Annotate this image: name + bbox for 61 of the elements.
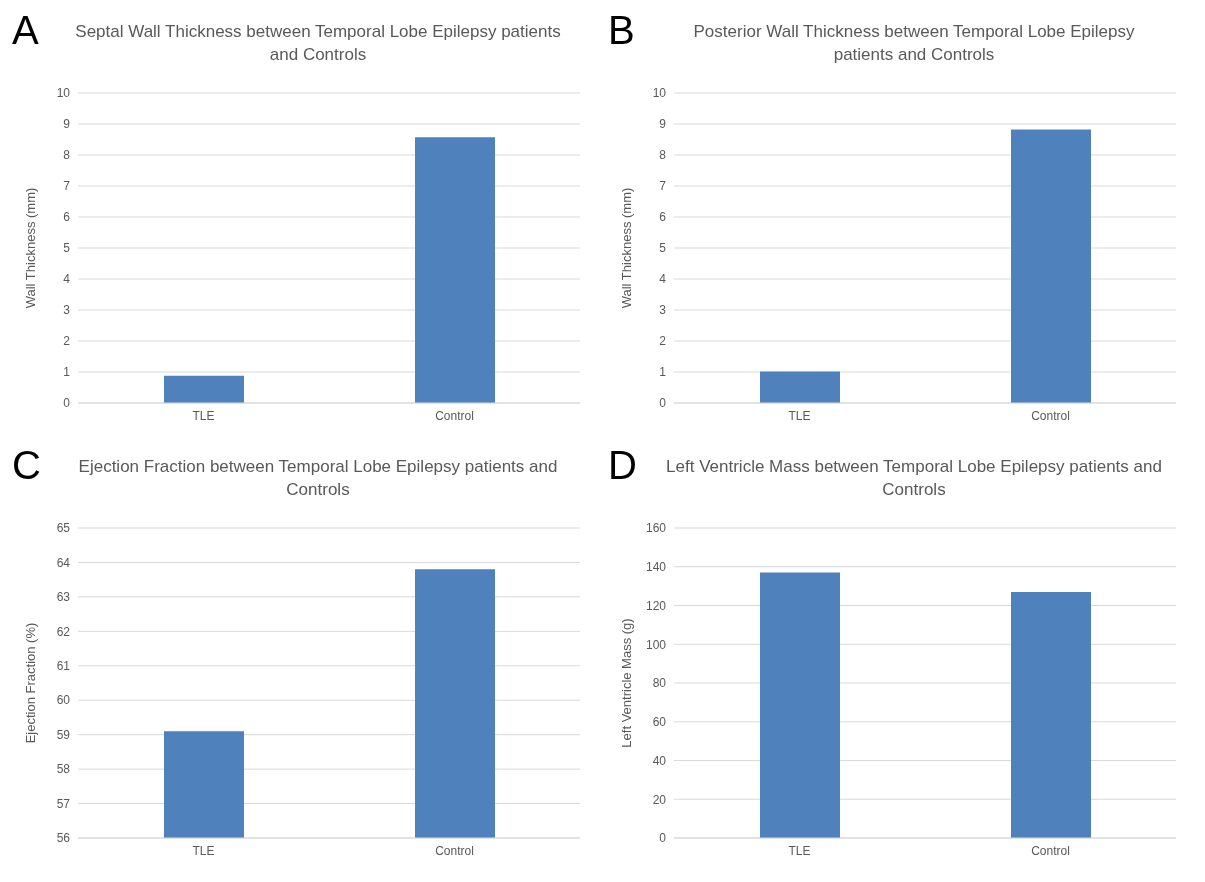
- y-tick-label: 20: [652, 792, 667, 807]
- y-tick-label: 65: [56, 521, 71, 536]
- x-tick-label: Control: [435, 843, 474, 858]
- y-tick-label: 58: [56, 762, 71, 777]
- y-tick-label: 40: [652, 753, 667, 768]
- y-tick-label: 140: [645, 560, 667, 575]
- y-tick-label: 57: [56, 796, 71, 811]
- y-axis-title: Ejection Fraction (%): [22, 622, 38, 744]
- y-tick-label: 160: [645, 521, 667, 536]
- y-tick-label: 3: [659, 303, 667, 318]
- y-tick-label: 6: [659, 210, 667, 225]
- y-tick-label: 6: [63, 210, 71, 225]
- y-tick-label: 8: [659, 148, 667, 163]
- x-tick-label: TLE: [788, 408, 811, 423]
- y-axis-title: Wall Thickness (mm): [22, 187, 38, 309]
- y-tick-label: 60: [652, 715, 667, 730]
- y-tick-label: 2: [659, 334, 667, 349]
- y-tick-label: 59: [56, 727, 71, 742]
- y-tick-label: 0: [659, 831, 667, 846]
- y-tick-label: 10: [56, 86, 71, 101]
- y-tick-label: 10: [652, 86, 667, 101]
- chart-title: Posterior Wall Thickness between Temporal Lobe Epilepsy patients and Controls: [692, 21, 1136, 66]
- x-tick-label: Control: [435, 408, 474, 423]
- y-tick-label: 1: [659, 365, 667, 380]
- y-tick-label: 5: [63, 241, 71, 256]
- y-tick-label: 0: [659, 396, 667, 411]
- x-tick-label: Control: [1031, 408, 1070, 423]
- text: A: [12, 8, 39, 53]
- y-tick-label: 120: [645, 598, 667, 613]
- x-tick-label: TLE: [192, 408, 215, 423]
- text: C: [12, 443, 41, 488]
- y-tick-label: 8: [63, 148, 71, 163]
- y-tick-label: 4: [659, 272, 667, 287]
- y-tick-label: 100: [645, 637, 667, 652]
- y-axis-title: Left Ventricle Mass (g): [618, 618, 634, 748]
- x-tick-label: TLE: [788, 843, 811, 858]
- y-tick-label: 62: [56, 624, 71, 639]
- y-tick-label: 2: [63, 334, 71, 349]
- y-tick-label: 63: [56, 590, 71, 605]
- y-tick-label: 60: [56, 693, 71, 708]
- y-tick-label: 0: [63, 396, 71, 411]
- text: D: [608, 443, 637, 488]
- y-tick-label: 56: [56, 831, 71, 846]
- y-tick-label: 9: [63, 117, 71, 132]
- y-tick-label: 80: [652, 676, 667, 691]
- x-tick-label: TLE: [192, 843, 215, 858]
- y-tick-label: 7: [659, 179, 667, 194]
- y-tick-label: 1: [63, 365, 71, 380]
- y-tick-label: 7: [63, 179, 71, 194]
- y-tick-label: 5: [659, 241, 667, 256]
- y-tick-label: 9: [659, 117, 667, 132]
- y-tick-label: 4: [63, 272, 71, 287]
- y-tick-label: 64: [56, 555, 71, 570]
- chart-title: Ejection Fraction between Temporal Lobe Epilepsy patients and Controls: [77, 456, 559, 501]
- chart-title: Septal Wall Thickness between Temporal Lobe Epilepsy patients and Controls: [74, 21, 562, 66]
- y-tick-label: 3: [63, 303, 71, 318]
- x-tick-label: Control: [1031, 843, 1070, 858]
- y-tick-label: 61: [56, 659, 71, 674]
- chart-title: Left Ventricle Mass between Temporal Lobe Epilepsy patients and Controls: [665, 456, 1163, 501]
- text: B: [608, 8, 635, 53]
- y-axis-title: Wall Thickness (mm): [618, 187, 634, 309]
